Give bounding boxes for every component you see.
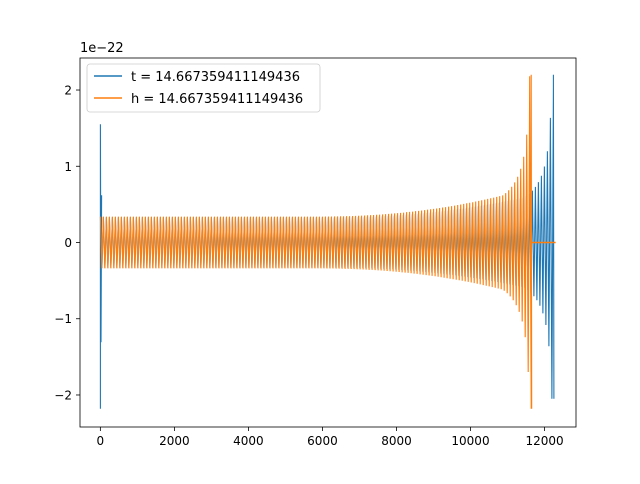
y-offset-label: 1e−22: [80, 41, 124, 56]
series-line: [99, 74, 533, 409]
x-tick-label: 0: [97, 434, 105, 448]
x-tick-label: 10000: [451, 434, 489, 448]
y-axis: −2 −1 0 1 2: [54, 84, 80, 402]
y-tick-label: −1: [54, 312, 72, 326]
y-tick-label: −2: [54, 388, 72, 402]
x-tick-label: 8000: [381, 434, 412, 448]
legend-label-t: t = 14.667359411149436: [131, 70, 300, 85]
y-tick-label: 0: [64, 236, 72, 250]
legend-box: [86, 63, 321, 113]
y-tick-label: 2: [64, 84, 72, 98]
x-tick-label: 6000: [307, 434, 338, 448]
y-tick-label: 1: [64, 160, 72, 174]
series-layer: [99, 74, 556, 409]
legend-label-h: h = 14.667359411149436: [131, 92, 303, 107]
series-h: [99, 74, 556, 409]
x-axis: 0 2000 4000 6000 8000 10000 12000: [97, 427, 564, 448]
x-tick-label: 12000: [525, 434, 563, 448]
legend: t = 14.667359411149436 h = 14.6673594111…: [86, 63, 321, 113]
x-tick-label: 2000: [159, 434, 190, 448]
x-tick-label: 4000: [233, 434, 264, 448]
